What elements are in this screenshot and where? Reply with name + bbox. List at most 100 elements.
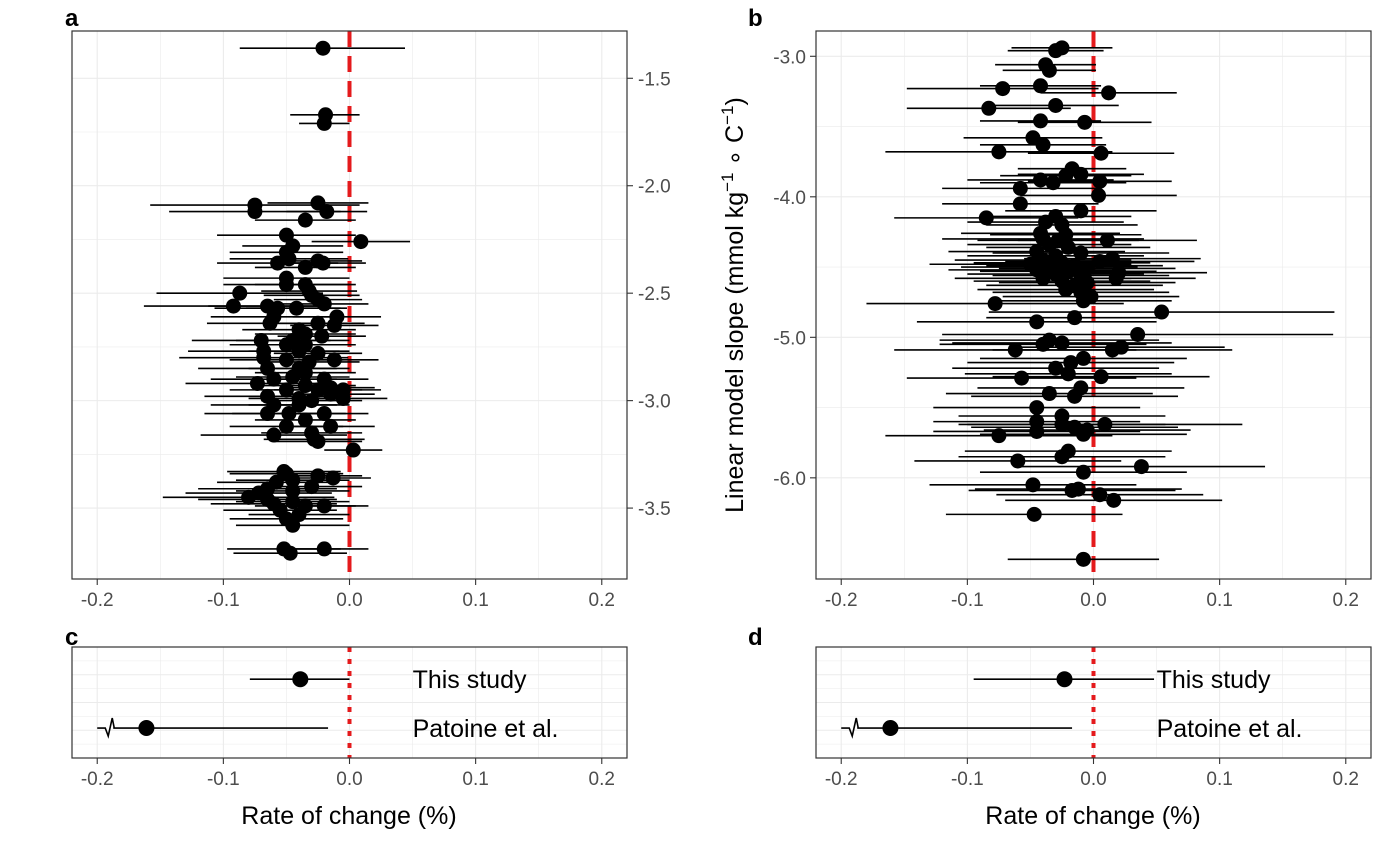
data-point — [1063, 355, 1079, 371]
panel-d-x-axis-title: Rate of change (%) — [985, 802, 1200, 830]
data-point — [1104, 251, 1120, 267]
data-point — [278, 337, 294, 353]
data-point — [278, 382, 294, 398]
data-point — [297, 259, 313, 275]
data-point — [291, 343, 307, 359]
data-point — [304, 479, 320, 495]
data-point — [289, 300, 305, 316]
panel-b-points — [866, 40, 1335, 567]
data-point — [1075, 464, 1091, 480]
panel-c-label: c — [65, 624, 78, 651]
data-point — [995, 81, 1011, 97]
data-point — [297, 412, 313, 428]
data-point — [310, 433, 326, 449]
data-point — [278, 418, 294, 434]
data-point — [1097, 416, 1113, 432]
data-point — [1073, 203, 1089, 219]
x-tick-label: 0.1 — [1206, 590, 1232, 611]
data-point — [1033, 113, 1049, 129]
data-point — [285, 369, 301, 385]
panel-c-x-axis: -0.2 -0.1 0.0 0.1 0.2 — [81, 758, 615, 790]
x-tick-label: -0.2 — [81, 590, 114, 611]
data-point — [335, 390, 351, 406]
data-point — [260, 406, 276, 422]
y-tick-label: -6.0 — [773, 469, 806, 490]
panel-b-label: b — [748, 5, 763, 32]
data-point — [1093, 369, 1109, 385]
data-point — [1035, 336, 1051, 352]
data-point — [323, 386, 339, 402]
data-point — [1101, 85, 1117, 101]
panel-c: This study Patoine et al. -0.2 -0.1 0.0 0.1 0… — [65, 624, 628, 830]
x-tick-label: -0.1 — [207, 590, 240, 611]
data-point — [1154, 304, 1170, 320]
x-tick-label: 0.1 — [1206, 769, 1232, 790]
data-point — [285, 517, 301, 533]
data-point — [1014, 370, 1030, 386]
panel-b-x-axis: -0.2 -0.1 0.0 0.1 0.2 — [825, 579, 1359, 611]
entry-label: This study — [413, 666, 527, 694]
data-point — [1060, 239, 1076, 255]
data-point — [1060, 366, 1076, 382]
y-tick-label: -1.5 — [638, 69, 671, 90]
panel-c-x-axis-title: Rate of change (%) — [241, 802, 456, 830]
data-point — [232, 285, 248, 301]
data-point — [1026, 506, 1042, 522]
x-tick-label: 0.0 — [1080, 590, 1106, 611]
data-point — [225, 298, 241, 314]
data-point — [297, 378, 313, 394]
x-tick-label: -0.2 — [81, 769, 114, 790]
panel-c-entry-labels: This study Patoine et al. — [413, 666, 559, 743]
panel-d-x-axis: -0.2 -0.1 0.0 0.1 0.2 — [825, 758, 1359, 790]
data-point — [1075, 426, 1091, 442]
data-point — [315, 255, 331, 271]
data-point — [241, 489, 257, 505]
axis-break-marker — [97, 717, 116, 739]
data-point — [978, 210, 994, 226]
data-point — [282, 545, 298, 561]
data-point — [1073, 245, 1089, 261]
data-point — [1067, 310, 1083, 326]
data-point — [1041, 62, 1057, 78]
data-point — [325, 470, 341, 486]
data-point — [1056, 671, 1073, 688]
panel-a-label: a — [65, 5, 79, 32]
data-point — [1033, 78, 1049, 94]
data-point — [315, 40, 331, 56]
x-tick-label: 0.2 — [589, 769, 615, 790]
x-tick-label: 0.0 — [336, 769, 362, 790]
data-point — [1075, 293, 1091, 309]
data-point — [1012, 180, 1028, 196]
data-point — [1075, 350, 1091, 366]
data-point — [1048, 97, 1064, 113]
data-point — [1077, 114, 1093, 130]
data-point — [266, 371, 282, 387]
data-point — [991, 428, 1007, 444]
data-point — [1092, 253, 1108, 269]
data-point — [270, 255, 286, 271]
data-point — [326, 352, 342, 368]
x-tick-label: -0.2 — [825, 769, 858, 790]
data-point — [1075, 551, 1091, 567]
data-point — [1092, 487, 1108, 503]
data-point — [1092, 173, 1108, 189]
data-point — [1093, 145, 1109, 161]
data-point — [316, 115, 332, 131]
data-point — [316, 406, 332, 422]
x-tick-label: 0.2 — [1333, 769, 1359, 790]
data-point — [310, 315, 326, 331]
panel-a-x-axis: -0.2 -0.1 0.0 0.1 0.2 — [81, 579, 615, 611]
data-point — [1064, 482, 1080, 498]
y-tick-label: -5.0 — [773, 328, 806, 349]
data-point — [285, 483, 301, 499]
data-point — [1130, 327, 1146, 343]
data-point — [285, 472, 301, 488]
data-point — [1108, 270, 1124, 286]
ylabel-close: ) — [721, 97, 749, 105]
y-tick-label: -4.0 — [773, 188, 806, 209]
panel-a-points — [143, 40, 411, 561]
data-point — [981, 100, 997, 116]
entry-label: Patoine et al. — [413, 715, 559, 743]
ylabel-superscript-2: −1 — [718, 105, 737, 124]
